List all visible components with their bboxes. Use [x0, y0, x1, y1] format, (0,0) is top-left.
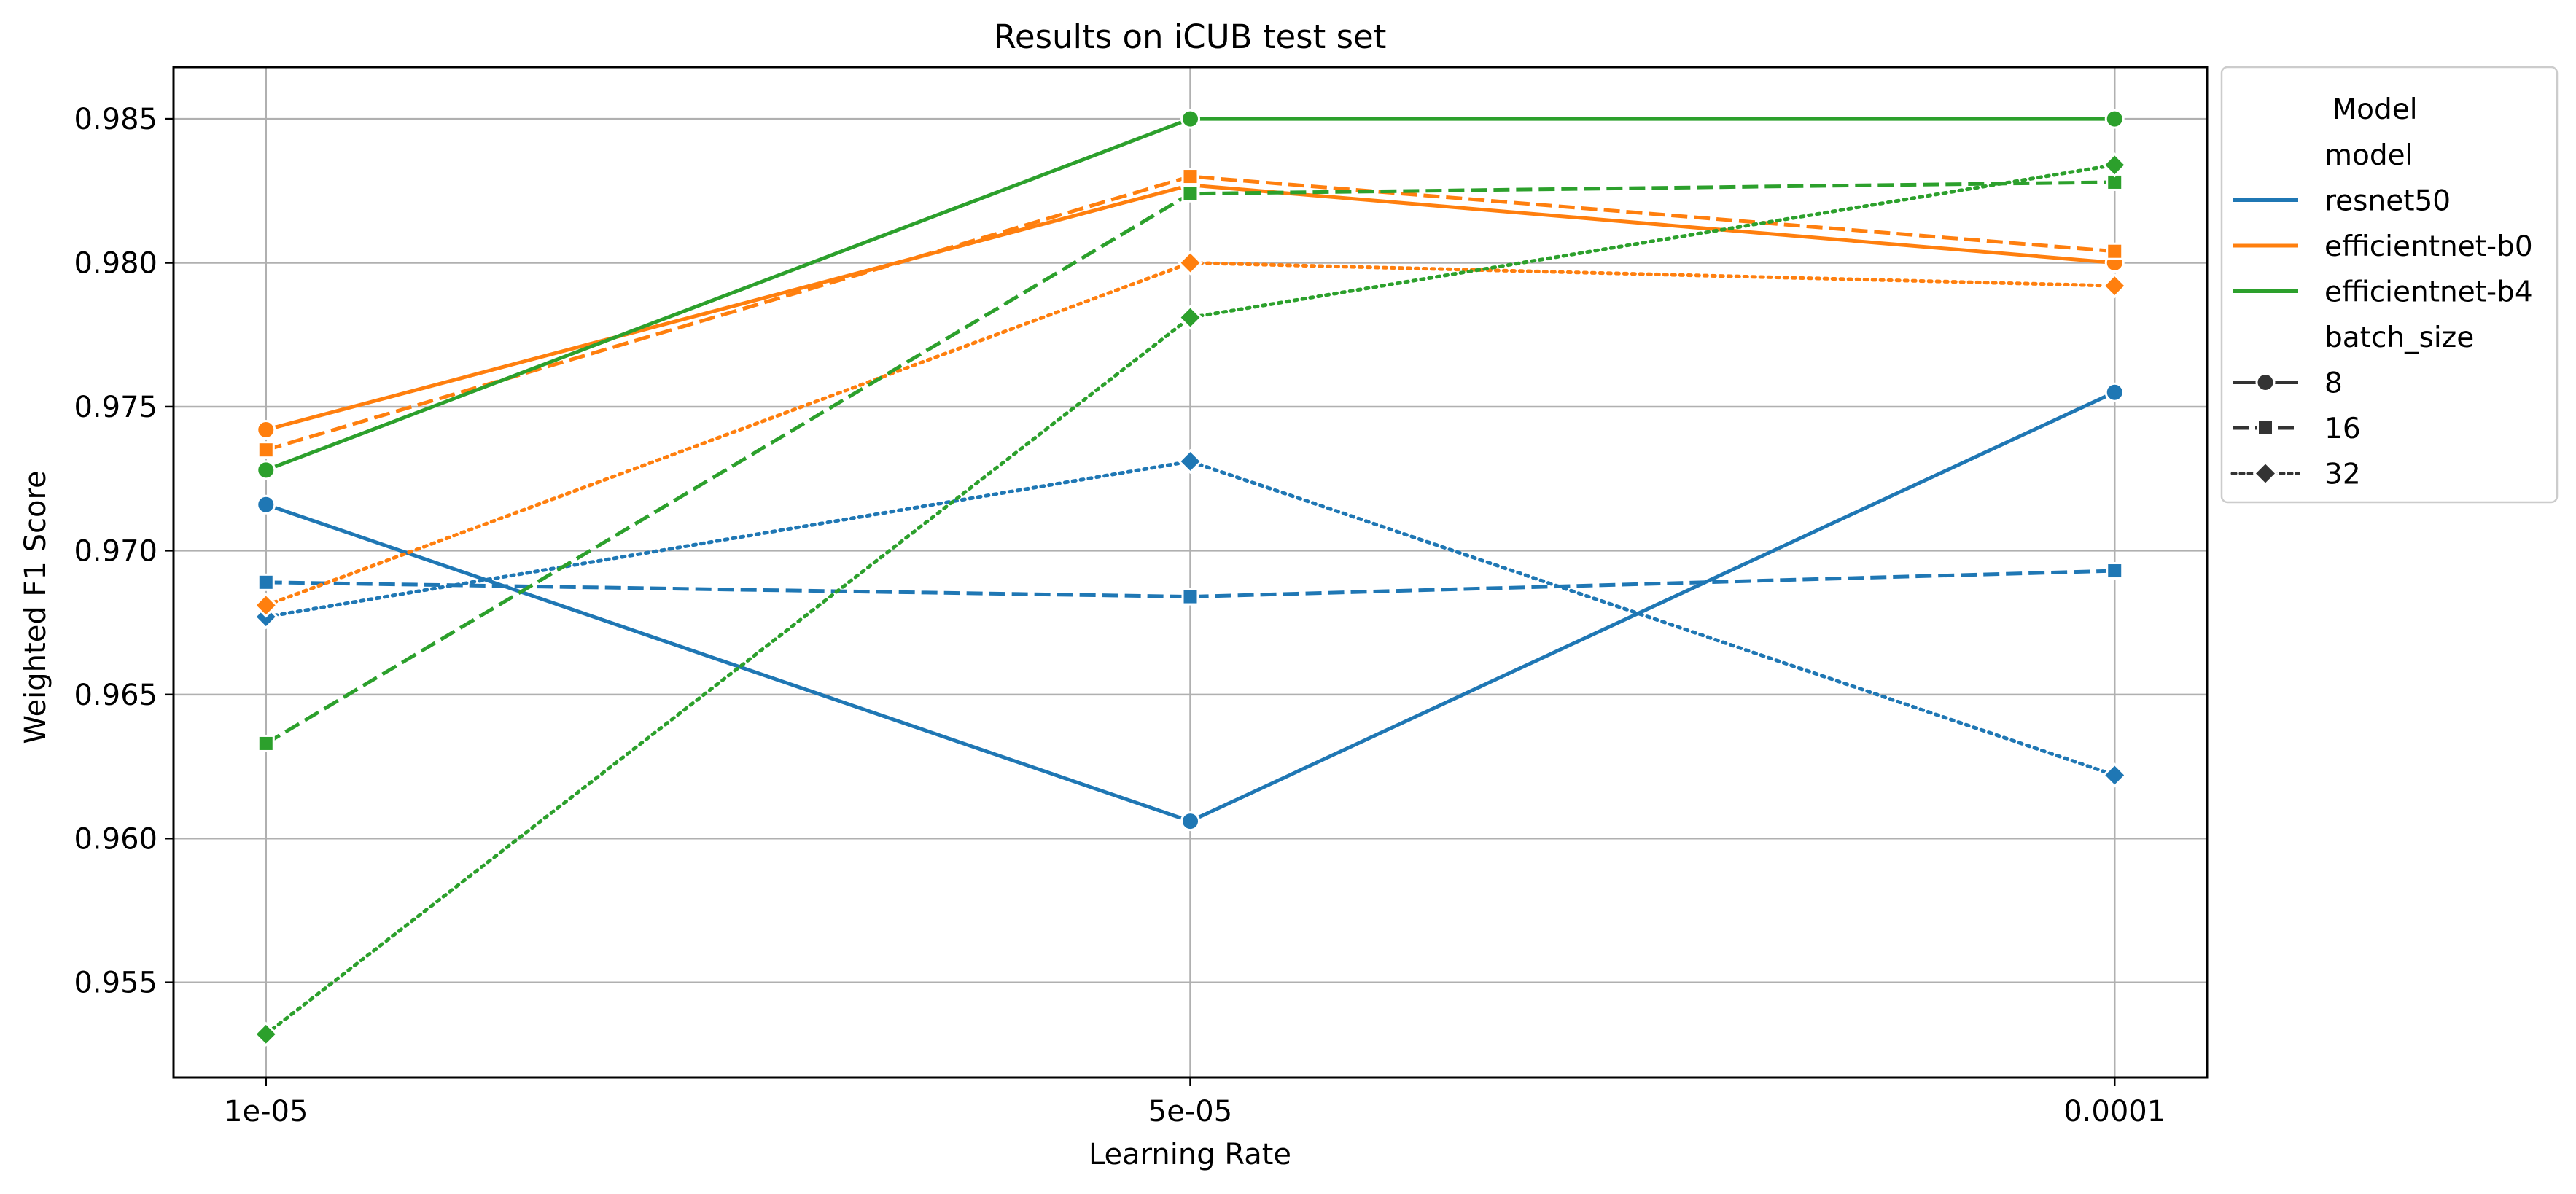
- legend-label-resnet50: resnet50: [2324, 185, 2451, 218]
- y-tick-label: 0.955: [74, 967, 157, 1000]
- y-tick-label: 0.970: [74, 534, 157, 568]
- legend-style-title: batch_size: [2324, 321, 2474, 354]
- data-point-efficientnet-b4-bs8: [256, 460, 276, 480]
- data-point-resnet50-bs32: [1178, 448, 1203, 475]
- y-tick-label: 0.975: [74, 391, 157, 424]
- legend-marker-bs8: [2255, 372, 2276, 392]
- data-point-resnet50-bs32: [2102, 762, 2128, 788]
- series-line-resnet50-bs16: [265, 569, 2115, 599]
- data-point-efficientnet-b0-bs8: [256, 420, 276, 440]
- legend-label-bs32: 32: [2324, 459, 2361, 491]
- data-point-efficientnet-b4-bs32: [253, 1021, 279, 1047]
- legend-box: [2220, 66, 2559, 504]
- legend-marker-bs32: [2252, 461, 2279, 486]
- legend-label-bs16: 16: [2324, 413, 2361, 445]
- data-point-resnet50-bs8: [256, 494, 276, 515]
- y-tick-label: 0.965: [74, 679, 157, 712]
- data-point-efficientnet-b0-bs16: [1181, 168, 1199, 186]
- data-point-efficientnet-b4-bs16: [257, 734, 275, 752]
- x-axis-label: Learning Rate: [1089, 1138, 1291, 1171]
- data-point-efficientnet-b0-bs32: [253, 593, 279, 618]
- data-point-resnet50-bs16: [2106, 562, 2124, 580]
- data-point-efficientnet-b4-bs32: [1178, 305, 1203, 330]
- data-point-efficientnet-b0-bs32: [1178, 250, 1203, 276]
- data-point-resnet50-bs16: [1181, 588, 1199, 606]
- x-tick-label: 1e-05: [224, 1095, 308, 1128]
- legend-label-efficientnet-b4: efficientnet-b4: [2324, 276, 2533, 309]
- y-axis-label: Weighted F1 Score: [19, 470, 52, 744]
- data-point-efficientnet-b4-bs8: [2104, 109, 2125, 129]
- plot-area: 0.955 0.960 0.965 0.970 0.975 0.980 0.985 1e-05…: [74, 66, 2209, 1128]
- data-point-efficientnet-b4-bs32: [2102, 152, 2128, 178]
- legend-title: Model: [2332, 93, 2417, 126]
- data-point-efficientnet-b0-bs32: [2102, 273, 2128, 299]
- data-point-efficientnet-b0-bs16: [257, 441, 275, 459]
- y-tick-label: 0.985: [74, 103, 157, 136]
- legend-label-efficientnet-b0: efficientnet-b0: [2324, 230, 2533, 263]
- x-tick-label: 0.0001: [2063, 1095, 2166, 1128]
- chart-title: Results on iCUB test set: [994, 17, 1387, 56]
- data-point-efficientnet-b4-bs16: [1181, 184, 1199, 203]
- legend-label-bs8: 8: [2324, 367, 2343, 400]
- legend-hue-title: model: [2324, 139, 2413, 172]
- data-point-resnet50-bs8: [2104, 382, 2125, 402]
- data-point-efficientnet-b4-bs8: [1180, 109, 1200, 129]
- data-point-efficientnet-b0-bs16: [2106, 242, 2124, 260]
- data-point-resnet50-bs16: [257, 573, 275, 591]
- legend: Model model resnet50 efficientnet-b0 efficie…: [2220, 66, 2559, 504]
- y-tick-label: 0.960: [74, 822, 157, 856]
- data-point-resnet50-bs8: [1180, 811, 1200, 832]
- y-tick-label: 0.980: [74, 247, 157, 281]
- plot-frame: [172, 66, 2209, 1079]
- legend-marker-bs16: [2257, 419, 2274, 437]
- x-tick-label: 5e-05: [1148, 1095, 1232, 1128]
